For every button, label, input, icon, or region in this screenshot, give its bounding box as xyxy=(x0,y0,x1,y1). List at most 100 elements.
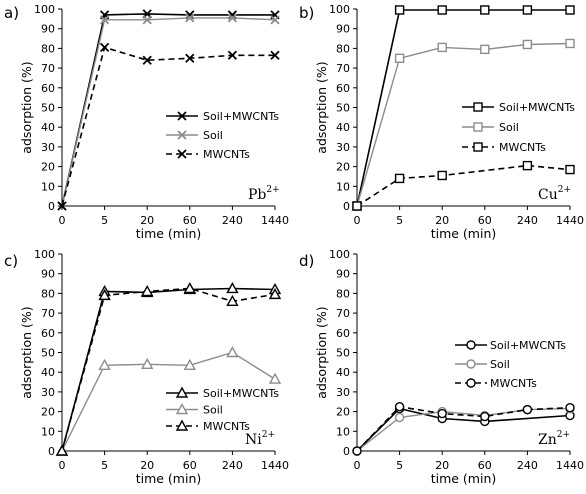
legend-label: Soil xyxy=(203,129,223,142)
y-tick-label: 20 xyxy=(41,161,55,174)
x-axis-title: time (min) xyxy=(431,226,497,241)
data-point-mwcnts xyxy=(183,282,196,294)
data-point-soil-b xyxy=(142,15,152,25)
ion-symbol: Zn xyxy=(538,432,557,448)
ion-label: Pb2+ xyxy=(248,185,280,203)
y-tick-label: 40 xyxy=(336,121,350,134)
series-line-soil xyxy=(61,17,276,207)
y-tick-label: 100 xyxy=(329,3,350,16)
data-point-soil xyxy=(183,358,196,371)
y-tick-label: 60 xyxy=(336,82,350,95)
y-tick-label: 0 xyxy=(343,445,350,458)
y-tick-label: 30 xyxy=(336,141,350,154)
x-tick-label: 0 xyxy=(59,214,66,227)
data-point-mwcnts xyxy=(268,287,282,300)
y-axis-title: adsorption (%) xyxy=(314,61,329,153)
data-point-soil xyxy=(141,357,154,370)
legend-marker xyxy=(466,359,476,369)
y-tick-label: 60 xyxy=(336,327,350,340)
panel-label: c) xyxy=(4,252,18,270)
series-line-soil-mwcnts xyxy=(61,287,276,452)
y-tick-label: 20 xyxy=(336,161,350,174)
ion-symbol: Ni xyxy=(245,432,262,448)
data-point-mwcnts-b xyxy=(99,42,110,53)
data-point-soil-mwcnts xyxy=(226,282,239,294)
y-tick-label: 60 xyxy=(41,327,55,340)
legend-marker xyxy=(466,340,476,350)
series-line-mwcnts xyxy=(61,287,276,452)
legend-marker xyxy=(473,122,483,132)
y-tick-label: 40 xyxy=(41,121,55,134)
x-tick-label: 1440 xyxy=(261,459,289,472)
legend-label: Soil+MWCNTs xyxy=(203,110,279,123)
y-axis-title: adsorption (%) xyxy=(19,61,34,153)
data-point-mwcnts xyxy=(394,173,405,184)
data-point-soil-mwcnts xyxy=(394,5,405,15)
y-tick-label: 0 xyxy=(48,445,55,458)
ion-charge: 2+ xyxy=(262,430,275,440)
x-tick-label: 60 xyxy=(183,214,197,227)
y-tick-label: 100 xyxy=(34,248,55,261)
x-tick-label: 20 xyxy=(435,214,449,227)
y-tick-label: 60 xyxy=(41,82,55,95)
data-point-mwcnts-b xyxy=(227,50,238,60)
y-tick-label: 30 xyxy=(41,141,55,154)
legend-label: MWCNTs xyxy=(203,420,250,433)
data-point-mwcnts xyxy=(226,294,239,306)
data-point-soil xyxy=(98,358,111,371)
legend-marker xyxy=(473,102,483,112)
x-tick-label: 5 xyxy=(396,214,403,227)
legend-label: Soil+MWCNTs xyxy=(490,339,566,352)
x-axis-title: time (min) xyxy=(136,226,202,241)
panel-label: d) xyxy=(299,252,314,270)
data-point-soil-mwcnts xyxy=(480,5,490,15)
x-tick-label: 5 xyxy=(101,459,108,472)
panel-b: 0 10 20 30 40 50 60 70 80 90 100 0 5 20 60 240 1440 time … xyxy=(299,3,584,241)
x-tick-label: 0 xyxy=(354,214,361,227)
ion-charge: 2+ xyxy=(557,430,570,440)
legend-marker xyxy=(175,403,189,415)
legend-marker xyxy=(466,378,476,388)
ion-charge: 2+ xyxy=(558,185,571,195)
data-point-soil xyxy=(565,38,575,49)
y-tick-label: 70 xyxy=(336,62,350,75)
legend-label: Soil xyxy=(203,404,223,417)
panel-label: b) xyxy=(299,4,314,22)
y-tick-label: 10 xyxy=(41,180,55,193)
ion-charge: 2+ xyxy=(266,185,279,195)
y-tick-label: 90 xyxy=(41,23,55,36)
data-point-mwcnts-b xyxy=(57,201,67,211)
series-line-soil xyxy=(61,351,276,452)
data-point-mwcnts xyxy=(352,201,362,211)
data-point-soil-b xyxy=(99,15,110,25)
x-tick-label: 20 xyxy=(435,459,449,472)
legend-label: Soil xyxy=(490,358,510,371)
data-point-mwcnts xyxy=(437,170,447,181)
data-point-soil xyxy=(394,412,405,423)
y-tick-label: 70 xyxy=(336,307,350,320)
data-point-soil-b xyxy=(185,13,195,23)
data-point-soil xyxy=(437,42,447,53)
y-tick-label: 10 xyxy=(336,180,350,193)
y-tick-label: 20 xyxy=(336,406,350,419)
panel-label: a) xyxy=(4,4,19,22)
x-tick-label: 5 xyxy=(101,214,108,227)
y-tick-label: 0 xyxy=(343,200,350,213)
data-point-mwcnts xyxy=(565,164,575,175)
legend-label: MWCNTs xyxy=(490,377,537,390)
data-point-soil xyxy=(226,346,239,358)
y-axis-title: adsorption (%) xyxy=(19,306,34,398)
series-line-mwcnts xyxy=(61,46,275,207)
data-point-soil xyxy=(522,39,533,50)
y-tick-label: 100 xyxy=(329,248,350,261)
y-tick-label: 50 xyxy=(41,102,55,115)
x-tick-label: 1440 xyxy=(556,459,584,472)
data-point-mwcnts xyxy=(565,402,575,413)
data-point-mwcnts xyxy=(437,408,447,419)
x-axis-title: time (min) xyxy=(431,471,497,486)
x-tick-label: 20 xyxy=(140,214,154,227)
series-line-soil xyxy=(356,42,571,207)
x-tick-label: 0 xyxy=(59,459,66,472)
